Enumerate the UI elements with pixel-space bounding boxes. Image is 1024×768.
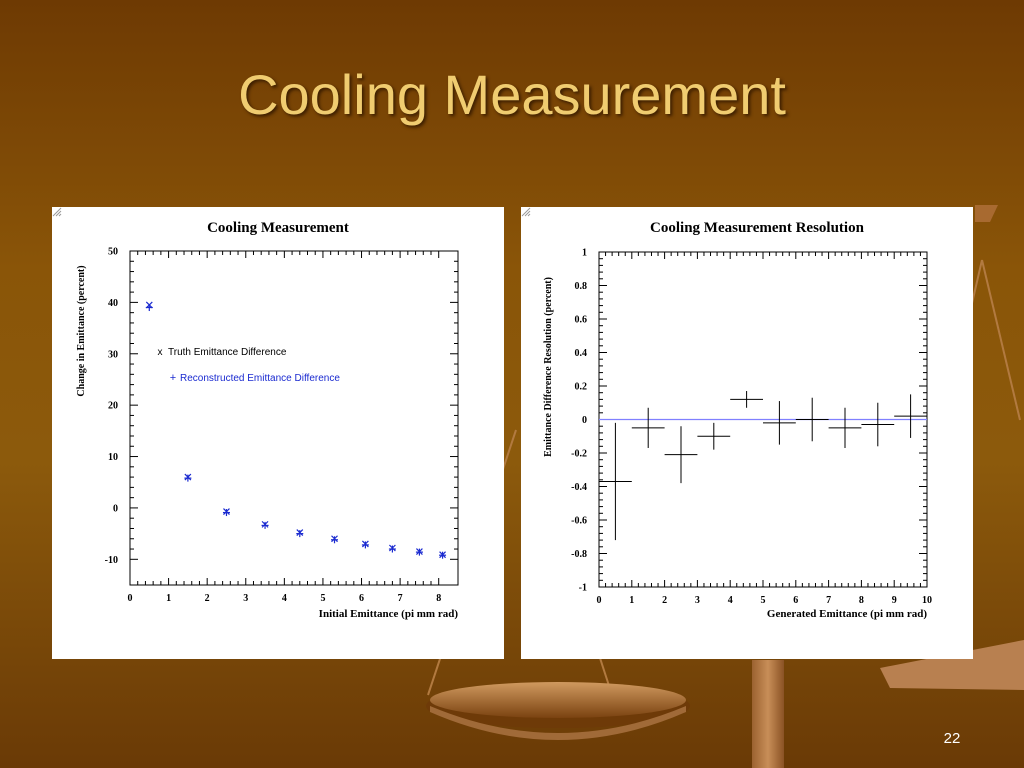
legend-item-truth: Truth Emittance Difference [168,347,287,358]
chart-panel-cooling-measurement: Cooling Measurement 0 1 2 3 4 5 6 7 8 -10 0 10 20 30… [52,207,504,659]
cooling-measurement-chart: Cooling Measurement 0 1 2 3 4 5 6 7 8 -10 0 10 20 30… [76,220,459,620]
x-tick-label: 3 [243,593,248,604]
resolution-point [664,426,698,484]
plot-frame [129,250,459,586]
y-tick-label: 0.8 [575,281,588,292]
data-points [599,391,927,541]
x-tick-label: 8 [436,593,441,604]
cooling-resolution-chart: Cooling Measurement Resolution 0 1 2 3 4 5 6 7 8… [543,220,933,620]
chart-title: Cooling Measurement [207,220,349,236]
reconstructed-point [439,551,447,559]
chart-title: Cooling Measurement Resolution [650,220,865,236]
x-tick-label: 6 [359,593,364,604]
slide-title: Cooling Measurement [238,63,786,126]
x-tick-label: 10 [922,595,932,606]
resolution-point [697,422,731,450]
legend-item-reconstructed: Reconstructed Emittance Difference [180,373,340,384]
y-tick-label: 20 [108,401,118,412]
y-tick-label: -0.4 [571,482,587,493]
y-tick-label: 50 [108,247,118,258]
resolution-point [828,407,862,448]
scale-pan-left [426,682,690,740]
reconstructed-point [296,530,304,538]
axis-ticks [129,250,458,585]
reconstructed-point [222,509,230,517]
y-axis-label: Emittance Difference Resolution (percent… [543,277,554,457]
x-tick-label: 4 [282,593,287,604]
resolution-point [763,401,796,445]
y-tick-labels: -10 0 10 20 30 40 50 [105,247,118,566]
axis-ticks [598,251,928,588]
legend-marker-reconstructed: + [170,372,176,384]
x-tick-labels: 0 1 2 3 4 5 6 7 8 9 10 [597,595,933,606]
y-tick-label: -0.8 [571,549,587,560]
reconstructed-point [361,541,369,549]
resize-grip-icon [52,207,62,217]
x-tick-label: 2 [662,595,667,606]
reconstructed-point [261,521,269,529]
y-tick-label: 0.4 [575,348,588,359]
y-tick-label: 0.6 [575,315,588,326]
x-tick-label: 7 [398,593,403,604]
y-tick-label: 0.2 [575,382,588,393]
y-axis-label: Change in Emittance (percent) [76,265,87,396]
chart-panel-cooling-resolution: Cooling Measurement Resolution 0 1 2 3 4 5 6 7 8… [521,207,973,659]
x-tick-label: 5 [320,593,325,604]
reconstructed-point [415,548,423,556]
x-axis-label: Generated Emittance (pi mm rad) [767,608,927,620]
resolution-point [861,402,895,447]
x-tick-label: 1 [166,593,171,604]
reconstructed-point [145,304,153,312]
x-tick-label: 5 [761,595,766,606]
x-tick-label: 6 [793,595,798,606]
page-number: 22 [943,730,961,747]
scale-pan-right [880,640,1024,690]
x-axis-label: Initial Emittance (pi mm rad) [319,608,459,620]
y-tick-label: -0.2 [571,449,587,460]
x-tick-label: 0 [128,593,133,604]
legend: Truth Emittance Difference x Reconstruct… [158,347,341,384]
x-tick-label: 3 [695,595,700,606]
resolution-point [730,391,763,408]
resize-grip-icon [521,207,531,217]
reconstructed-point [388,545,396,553]
resolution-point [795,397,829,442]
x-tick-label: 7 [826,595,831,606]
x-tick-label: 2 [205,593,210,604]
x-tick-label: 8 [859,595,864,606]
y-tick-label: -10 [105,555,118,566]
x-tick-label: 9 [892,595,897,606]
y-tick-labels: -1 -0.8 -0.6 -0.4 -0.2 0 0.2 0.4 0.6 0.8 1 [571,248,587,594]
y-tick-label: 0 [113,503,118,514]
y-tick-label: -0.6 [571,516,587,527]
y-tick-label: 30 [108,349,118,360]
resolution-point [894,394,927,438]
data-points [145,301,447,559]
y-tick-label: 40 [108,298,118,309]
x-tick-labels: 0 1 2 3 4 5 6 7 8 [128,593,442,604]
y-tick-label: -1 [579,583,587,594]
scale-beam [975,205,998,222]
resolution-point [599,422,632,541]
scale-post [752,660,784,768]
resolution-point [631,407,665,448]
reconstructed-point [331,536,339,544]
y-tick-label: 0 [582,415,587,426]
legend-marker-truth: x [158,347,163,358]
y-tick-label: 1 [582,248,587,259]
x-tick-label: 1 [629,595,634,606]
reconstructed-point [184,474,192,482]
x-tick-label: 4 [728,595,733,606]
y-tick-label: 10 [108,452,118,463]
x-tick-label: 0 [597,595,602,606]
